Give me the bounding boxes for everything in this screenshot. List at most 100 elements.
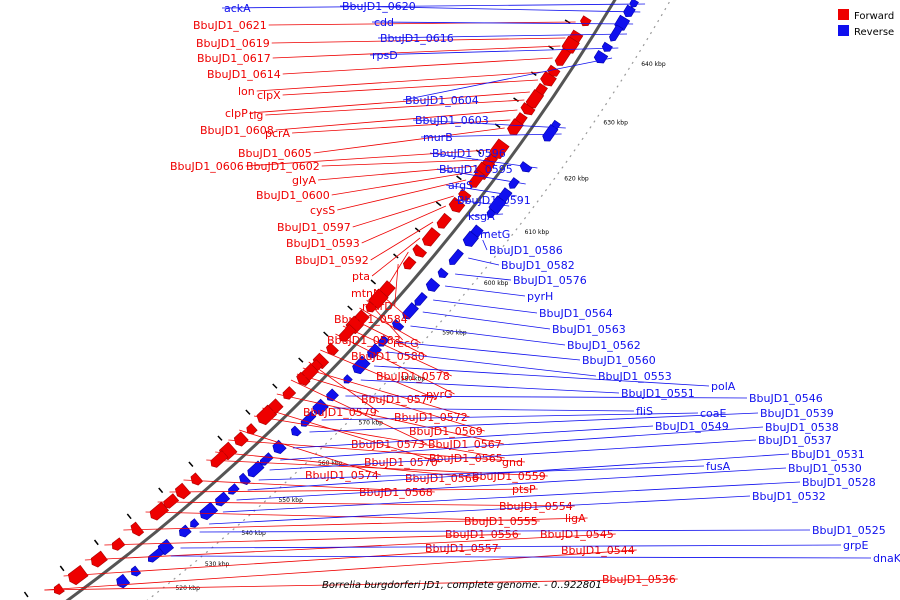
skew-mark (370, 279, 377, 285)
forward-gene-label: pta (352, 270, 370, 283)
forward-gene-arrow (111, 537, 126, 551)
reverse-gene-arrow (448, 248, 464, 265)
reverse-gene-arrow (462, 230, 480, 247)
forward-gene-leader (262, 407, 440, 463)
reverse-gene-label: BbuJD1_0553 (598, 370, 672, 383)
reverse-gene-leader (377, 33, 628, 39)
reverse-gene-arrow (508, 177, 520, 189)
forward-gene-leader (394, 263, 399, 307)
reverse-gene-leader (396, 341, 581, 361)
forward-gene-leader (268, 21, 576, 26)
reverse-gene-leader (436, 168, 526, 185)
skew-mark (188, 461, 194, 468)
forward-gene-label: BbuJD1_0566 (405, 472, 479, 485)
reverse-gene-leader (269, 439, 757, 471)
forward-gene-label: BbuJD1_0579 (303, 406, 377, 419)
forward-gene-label: BbuJD1_0565 (429, 452, 503, 465)
forward-gene-leader (350, 317, 427, 357)
forward-gene-label: BbuJD1_0617 (197, 52, 271, 65)
forward-gene-label: gnd (502, 456, 523, 469)
legend: Forward Reverse (838, 9, 894, 38)
forward-gene-leader (282, 57, 553, 75)
forward-gene-leader (370, 221, 434, 261)
reverse-gene-leader (170, 555, 872, 559)
forward-gene-leader (123, 517, 588, 531)
reverse-gene-label: BbuJD1_0604 (405, 94, 479, 107)
reverse-gene-arrow (199, 501, 219, 521)
forward-gene-arrow (296, 371, 311, 386)
forward-gene-label: tig (249, 109, 263, 122)
reverse-gene-arrow (272, 439, 287, 455)
reverse-gene-label: BbuJD1_0537 (758, 434, 832, 447)
forward-gene-arrow (458, 188, 472, 201)
forward-gene-leader (206, 459, 548, 477)
reverse-gene-label: BbuJD1_0546 (749, 392, 823, 405)
skew-mark (217, 435, 223, 441)
reverse-gene-label: BbuJD1_0576 (513, 274, 587, 287)
skew-mark (393, 253, 399, 259)
scale-tick-label: 580 kbp (401, 375, 426, 382)
forward-gene-leader (331, 171, 473, 196)
forward-gene-label: BbuJD1_0614 (207, 68, 281, 81)
reverse-gene-leader (412, 119, 566, 129)
forward-gene-leader (352, 195, 454, 228)
reverse-gene-label: murB (423, 131, 453, 144)
forward-gene-leader (318, 165, 477, 181)
reverse-gene-leader (199, 529, 811, 533)
reverse-gene-leader (345, 395, 748, 399)
reverse-gene-leader (477, 231, 490, 235)
reverse-gene-label: fliS (636, 405, 653, 418)
forward-gene-arrow (540, 70, 557, 87)
reverse-gene-leader (321, 412, 699, 421)
forward-gene-label: BbuJD1_0584 (334, 313, 408, 326)
reverse-gene-arrow (300, 411, 317, 427)
reverse-gene-leader (422, 311, 551, 330)
forward-gene-leader (275, 109, 518, 131)
forward-gene-arrow (412, 243, 428, 258)
reverse-gene-leader (180, 544, 842, 549)
forward-gene-leader (239, 429, 381, 476)
reverse-gene-label: BbuJD1_0531 (791, 448, 865, 461)
forward-gene-leader (375, 289, 410, 320)
forward-gene-leader (253, 415, 505, 459)
forward-gene-label: BbuJD1_0592 (295, 254, 369, 267)
forward-gene-label: recG (393, 337, 419, 350)
scale-tick-label: 590 kbp (442, 329, 467, 336)
forward-gene-label: BbuJD1_0580 (351, 350, 425, 363)
reverse-gene-label: pyrH (527, 290, 553, 303)
legend-forward-label: Forward (854, 11, 894, 22)
forward-gene-label: BbuJD1_0573 (351, 438, 425, 451)
reverse-gene-leader (468, 257, 500, 266)
backbone-layer (23, 0, 672, 600)
reverse-gene-leader (402, 57, 613, 101)
forward-gene-arrow (402, 256, 417, 270)
scale-tick-label: 640 kbp (641, 61, 666, 68)
reverse-gene-leader (465, 213, 504, 217)
reverse-gene-leader (309, 412, 759, 433)
reverse-gene-leader (455, 273, 512, 281)
forward-gene-leader (292, 119, 511, 134)
reverse-gene-leader (374, 365, 710, 387)
scale-tick-label: 620 kbp (564, 176, 589, 183)
forward-gene-leader (256, 71, 544, 92)
skew-mark (59, 565, 65, 572)
scale-tick-label: 530 kbp (205, 561, 230, 568)
forward-gene-arrow (489, 138, 510, 160)
reverse-gene-arrow (402, 302, 419, 320)
reverse-gene-arrow (259, 452, 274, 466)
reverse-gene-label: coaE (700, 407, 727, 420)
forward-gene-arrow (520, 102, 536, 116)
skew-mark (414, 227, 421, 233)
reverse-gene-label: BbuJD1_0591 (457, 194, 531, 207)
forward-gene-leader (382, 251, 409, 294)
forward-gene-label: BbuJD1_0577 (361, 393, 435, 406)
skew-mark (272, 383, 278, 389)
reverse-gene-leader (433, 299, 538, 314)
reverse-gene-label: BbuJD1_0551 (621, 387, 695, 400)
forward-gene-leader (228, 439, 525, 463)
reverse-gene-leader (482, 239, 488, 251)
forward-gene-arrow (365, 301, 378, 313)
reverse-gene-leader (258, 465, 705, 481)
reverse-gene-label: BbuJD1_0564 (539, 307, 613, 320)
